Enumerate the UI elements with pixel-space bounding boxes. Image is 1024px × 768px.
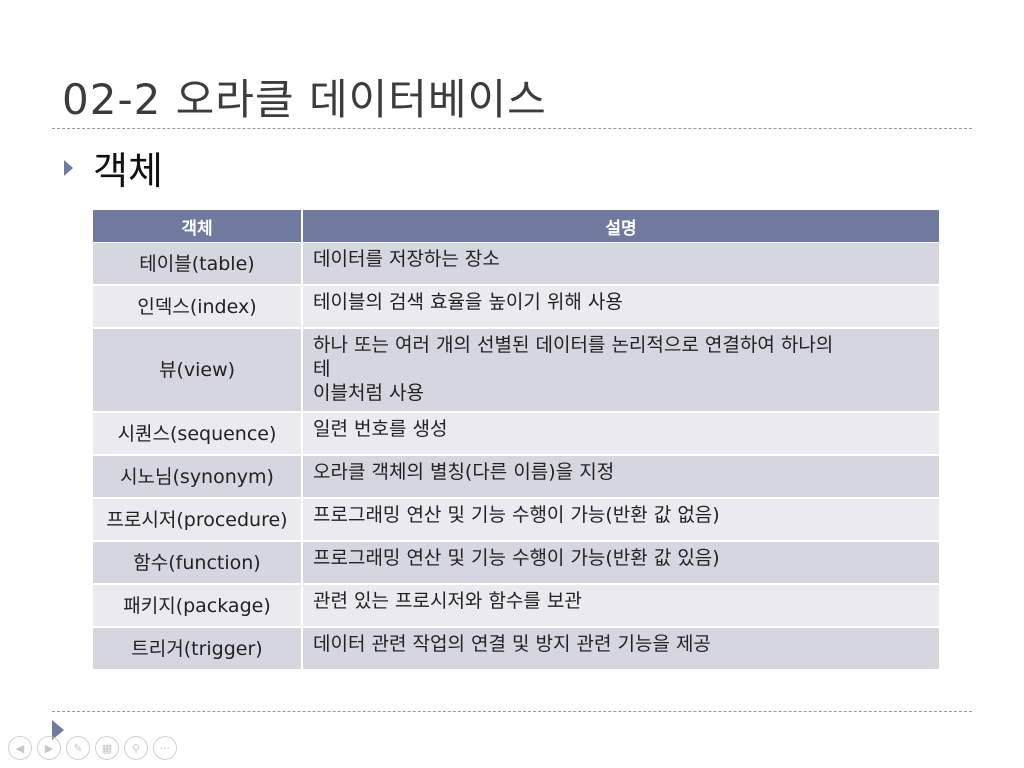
object-name-cell: 프로시저(procedure) xyxy=(93,498,303,542)
description-text: 관련 있는 프로시저와 함수를 보관 xyxy=(313,590,582,612)
description-text: 일련 번호를 생성 xyxy=(313,418,448,440)
description-text: 데이터 관련 작업의 연결 및 방지 관련 기능을 제공 xyxy=(313,633,711,655)
zoom-button[interactable]: ⚲ xyxy=(124,736,148,760)
table-row: 패키지(package) 관련 있는 프로시저와 함수를 보관 xyxy=(93,584,939,628)
presentation-toolbar: ◀ ▶ ✎ ▦ ⚲ ··· xyxy=(8,736,177,760)
footer-divider xyxy=(52,711,972,712)
bullet-item: 객체 xyxy=(64,140,163,195)
description-text: 데이터를 저장하는 장소 xyxy=(313,248,500,270)
description-cell: 테이블의 검색 효율을 높이기 위해 사용 xyxy=(302,285,939,329)
table-row: 함수(function) 프로그래밍 연산 및 기능 수행이 가능(반환 값 있음… xyxy=(93,541,939,585)
description-cell: 프로그래밍 연산 및 기능 수행이 가능(반환 값 없음) xyxy=(302,498,939,542)
object-name-cell: 시퀀스(sequence) xyxy=(93,412,303,456)
description-cell: 데이터를 저장하는 장소 xyxy=(302,242,939,286)
more-options-button[interactable]: ··· xyxy=(153,736,177,760)
description-text: 오라클 객체의 별칭(다른 이름)을 지정 xyxy=(313,461,615,483)
table-row: 테이블(table) 데이터를 저장하는 장소 xyxy=(93,242,939,286)
table-row: 프로시저(procedure) 프로그래밍 연산 및 기능 수행이 가능(반환 값… xyxy=(93,498,939,542)
description-text: 테이블의 검색 효율을 높이기 위해 사용 xyxy=(313,291,623,313)
object-name-cell: 함수(function) xyxy=(93,541,303,585)
magnifier-icon: ⚲ xyxy=(131,741,141,755)
grid-icon: ▦ xyxy=(101,741,113,755)
description-text: 테 xyxy=(313,358,331,380)
slide-title: 02-2 오라클 데이터베이스 xyxy=(62,75,547,124)
table-row: 뷰(view) 하나 또는 여러 개의 선별된 데이터를 논리적으로 연결하여 하… xyxy=(93,328,939,413)
description-cell: 일련 번호를 생성 xyxy=(302,412,939,456)
pen-button[interactable]: ✎ xyxy=(66,736,90,760)
objects-table: 객체 설명 테이블(table) 데이터를 저장하는 장소 인덱스(index) 테이… xyxy=(93,210,939,671)
object-name-cell: 트리거(trigger) xyxy=(93,627,303,671)
description-cell: 데이터 관련 작업의 연결 및 방지 관련 기능을 제공 xyxy=(302,627,939,671)
description-text: 프로그래밍 연산 및 기능 수행이 가능(반환 값 있음) xyxy=(313,547,720,569)
table-row: 시퀀스(sequence) 일련 번호를 생성 xyxy=(93,412,939,456)
bullet-arrow-icon xyxy=(64,159,73,176)
next-slide-button[interactable]: ▶ xyxy=(37,736,61,760)
description-text: 하나 또는 여러 개의 선별된 데이터를 논리적으로 연결하여 하나의 xyxy=(313,334,834,356)
header-object: 객체 xyxy=(93,210,303,243)
object-name-cell: 뷰(view) xyxy=(93,328,303,413)
object-name-cell: 패키지(package) xyxy=(93,584,303,628)
description-cell: 오라클 객체의 별칭(다른 이름)을 지정 xyxy=(302,455,939,499)
description-text: 이블처럼 사용 xyxy=(313,382,424,404)
table-header-row: 객체 설명 xyxy=(93,210,939,243)
arrow-left-icon: ◀ xyxy=(15,741,25,755)
slide-nav-arrow-icon[interactable] xyxy=(52,720,64,740)
pen-icon: ✎ xyxy=(73,741,83,755)
header-description: 설명 xyxy=(302,210,939,243)
bullet-text: 객체 xyxy=(93,149,163,193)
table-row: 트리거(trigger) 데이터 관련 작업의 연결 및 방지 관련 기능을 제공 xyxy=(93,627,939,671)
arrow-right-icon: ▶ xyxy=(44,741,54,755)
description-cell: 관련 있는 프로시저와 함수를 보관 xyxy=(302,584,939,628)
object-name-cell: 시노님(synonym) xyxy=(93,455,303,499)
slides-grid-button[interactable]: ▦ xyxy=(95,736,119,760)
description-cell: 프로그래밍 연산 및 기능 수행이 가능(반환 값 있음) xyxy=(302,541,939,585)
table-row: 시노님(synonym) 오라클 객체의 별칭(다른 이름)을 지정 xyxy=(93,455,939,499)
description-text: 프로그래밍 연산 및 기능 수행이 가능(반환 값 없음) xyxy=(313,504,720,526)
object-name-cell: 테이블(table) xyxy=(93,242,303,286)
title-divider xyxy=(52,128,972,129)
more-icon: ··· xyxy=(159,741,171,755)
previous-slide-button[interactable]: ◀ xyxy=(8,736,32,760)
description-cell: 하나 또는 여러 개의 선별된 데이터를 논리적으로 연결하여 하나의 테 이블처럼… xyxy=(302,328,939,413)
object-name-cell: 인덱스(index) xyxy=(93,285,303,329)
table-row: 인덱스(index) 테이블의 검색 효율을 높이기 위해 사용 xyxy=(93,285,939,329)
